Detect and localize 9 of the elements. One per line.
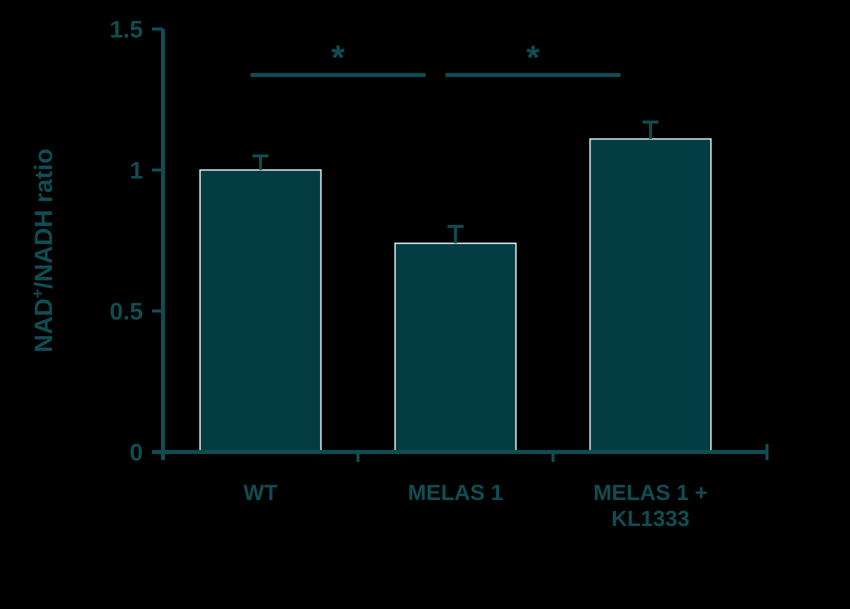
x-tick-label: WT bbox=[243, 480, 278, 505]
y-tick-label: 1 bbox=[130, 157, 143, 184]
y-tick-label: 0.5 bbox=[110, 298, 143, 326]
annotation: * bbox=[526, 39, 540, 77]
y-tick-label: 0 bbox=[130, 439, 143, 466]
x-tick-label: MELAS 1 bbox=[408, 480, 504, 505]
y-tick-label: 1.5 bbox=[110, 16, 143, 44]
annotation: * bbox=[331, 39, 346, 77]
x-tick-label: MELAS 1 + KL1333 bbox=[593, 480, 708, 531]
